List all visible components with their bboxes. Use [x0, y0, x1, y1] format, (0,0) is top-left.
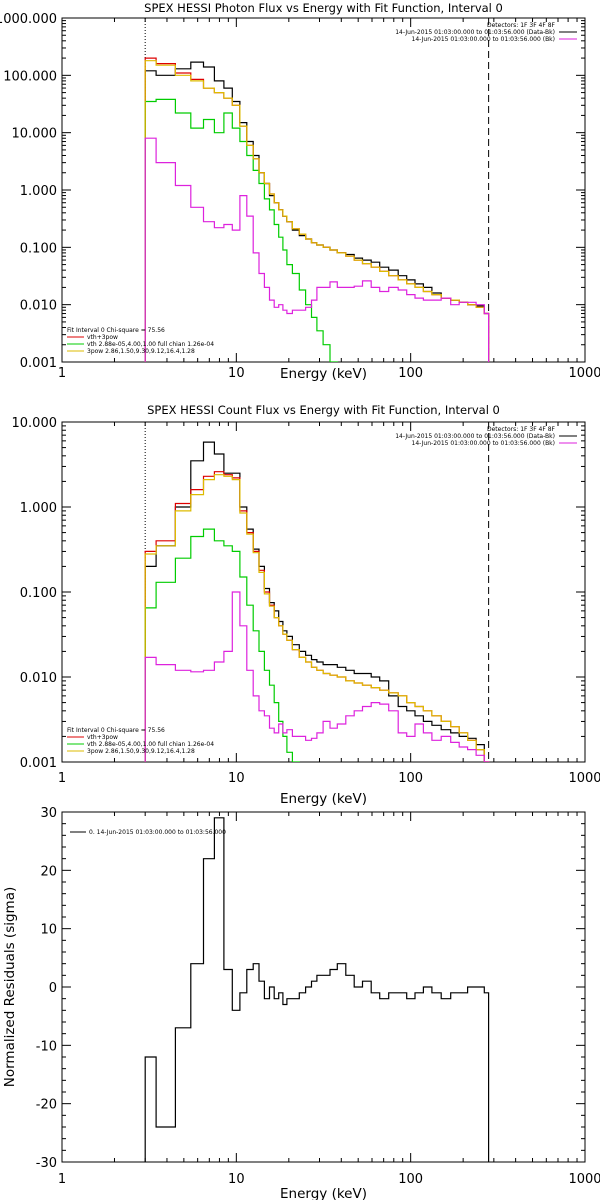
x-tick-label: 1000 — [568, 771, 600, 786]
data-layer — [144, 817, 490, 1162]
x-tick-label: 1 — [58, 771, 66, 786]
y-tick-label: 10.000 — [12, 416, 58, 431]
legend-entry: vth+3pow — [87, 334, 118, 341]
series-line-bk — [144, 137, 490, 362]
x-tick-label: 10 — [228, 1172, 245, 1187]
y-tick-label: 0.001 — [20, 356, 57, 371]
y-tick-label: 0 — [49, 981, 57, 996]
y-tick-label: 0.010 — [20, 671, 57, 686]
series-line-bk — [144, 591, 490, 762]
y-tick-label: 0.100 — [20, 241, 57, 256]
y-tick-label: 30 — [40, 806, 57, 821]
chart-panel-3: 1 10 100 1000 -30 -20 -10 0 10 20 30 Energy (keV) No… — [2, 806, 600, 1200]
legend-entry: vth 2.88e-05,4.00,1.00 full chian 1.26e-… — [87, 341, 214, 348]
plot-frame — [61, 17, 586, 363]
legend-entry: 14-Jun-2015 01:03:00.000 to 01:03:56.000… — [412, 36, 555, 43]
y-tick-label: 0.001 — [20, 756, 57, 771]
series-line-vth — [144, 98, 338, 362]
chart-panel-2: SPEX HESSI Count Flux vs Energy with Fit… — [12, 403, 600, 807]
legend-entry: vth 2.88e-05,4.00,1.00 full chian 1.26e-… — [87, 741, 214, 748]
y-tick-label: 20 — [40, 864, 57, 879]
x-tick-label: 1 — [58, 366, 66, 381]
y-tick-label: 10 — [40, 923, 57, 938]
data-layer — [144, 57, 490, 362]
legend-entry: 14-Jun-2015 01:03:00.000 to 01:03:56.000… — [395, 29, 555, 36]
legend-entry: Detectors: 1F 3F 4F 8F — [487, 426, 556, 433]
data-layer — [144, 441, 490, 762]
legend-entry: 14-Jun-2015 01:03:00.000 to 01:03:56.000… — [412, 440, 555, 447]
x-axis-label: Energy (keV) — [280, 791, 367, 807]
y-tick-label: 1.000 — [20, 184, 57, 199]
series-line-3pow — [144, 60, 490, 362]
series-line-vth-3pow — [144, 471, 490, 762]
x-tick-label: 10 — [228, 366, 245, 381]
series-line-data-bk — [144, 441, 490, 762]
y-tick-label: -30 — [36, 1156, 57, 1171]
legend-entry: 0. 14-Jun-2015 01:03:00.000 to 01:03:56.… — [89, 829, 226, 836]
x-axis-label: Energy (keV) — [280, 1186, 367, 1200]
y-tick-label: 0.010 — [20, 299, 57, 314]
legend-entry: 14-Jun-2015 01:03:00.000 to 01:03:56.000… — [395, 433, 555, 440]
legend-entry: Fit Interval 0 Chi-square = 75.56 — [67, 727, 165, 734]
x-tick-label: 100 — [398, 366, 423, 381]
legend-entry: 3pow 2.86,1.50,9.30,9.12,16.4,1.28 — [87, 348, 195, 355]
y-tick-label: 0.100 — [20, 586, 57, 601]
y-tick-label: 1.000 — [20, 501, 57, 516]
y-tick-label: -20 — [36, 1098, 57, 1113]
y-tick-label: -10 — [36, 1039, 57, 1054]
plot-frame — [61, 421, 586, 763]
chart-panel-1: SPEX HESSI Photon Flux vs Energy with Fi… — [0, 1, 600, 382]
series-line-data-bk — [144, 61, 490, 362]
y-tick-label: 1000.000 — [0, 12, 57, 27]
legend-entry: Fit Interval 0 Chi-square = 75.56 — [67, 327, 165, 334]
x-tick-label: 1000 — [568, 1172, 600, 1187]
y-axis-label: Normalized Residuals (sigma) — [2, 887, 18, 1088]
legend-entry: Detectors: 1F 3F 4F 8F — [487, 22, 556, 29]
series-line-vth — [144, 528, 300, 762]
x-tick-label: 1 — [58, 1172, 66, 1187]
plot-frame — [61, 811, 586, 1163]
legend-entry: vth+3pow — [87, 734, 118, 741]
x-tick-label: 1000 — [568, 366, 600, 381]
series-line-residuals — [144, 817, 490, 1162]
chart-title: SPEX HESSI Count Flux vs Energy with Fit… — [147, 403, 500, 417]
x-tick-label: 10 — [228, 771, 245, 786]
x-tick-label: 100 — [398, 1172, 423, 1187]
legend-entry: 3pow 2.86,1.50,9.30,9.12,16.4,1.28 — [87, 748, 195, 755]
y-tick-label: 10.000 — [12, 127, 58, 142]
x-tick-label: 100 — [398, 771, 423, 786]
x-axis-label: Energy (keV) — [280, 366, 367, 382]
chart-title: SPEX HESSI Photon Flux vs Energy with Fi… — [144, 1, 503, 15]
series-line-vth-3pow — [144, 57, 490, 362]
series-line-3pow — [144, 474, 490, 762]
y-tick-label: 100.000 — [3, 69, 57, 84]
